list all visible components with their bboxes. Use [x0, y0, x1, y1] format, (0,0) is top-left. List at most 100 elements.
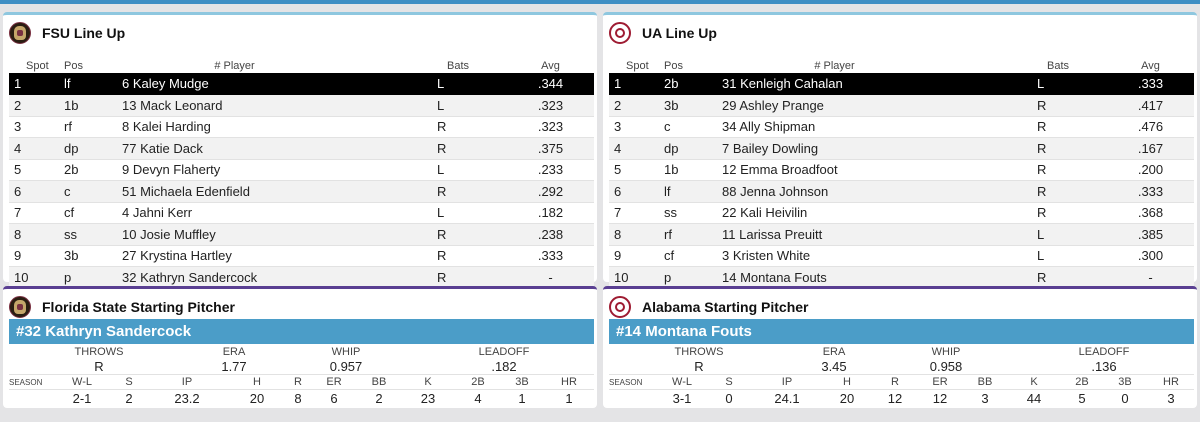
cell-bats: R — [437, 223, 507, 246]
table-row[interactable]: 2 3b 29 Ashley Prange R .417 — [609, 94, 1194, 117]
panel-title: Alabama Starting Pitcher — [642, 299, 809, 315]
value-ip: 23.2 — [174, 391, 200, 406]
cell-pos: ss — [64, 223, 122, 246]
cell-bats: L — [437, 202, 507, 224]
value-hr: 1 — [565, 391, 573, 406]
cell-spot: 7 — [609, 202, 664, 224]
cell-spot: 4 — [609, 137, 664, 160]
cell-player: 31 Kenleigh Cahalan — [722, 73, 1037, 95]
table-row[interactable]: 1 2b 31 Kenleigh Cahalan L .333 — [609, 73, 1194, 95]
table-row[interactable]: 7 cf 4 Jahni Kerr L .182 — [9, 202, 594, 224]
table-row[interactable]: 8 rf 11 Larissa Preuitt L .385 — [609, 223, 1194, 246]
cell-avg: .292 — [507, 180, 594, 203]
label-r: R — [294, 376, 302, 388]
label-whip: WHIP — [331, 346, 361, 358]
cell-spot: 8 — [609, 223, 664, 246]
label-2b: 2B — [1075, 376, 1089, 388]
cell-pos: cf — [664, 245, 722, 267]
label-er: ER — [932, 376, 948, 388]
cell-bats: L — [1037, 223, 1107, 246]
value-ip: 24.1 — [774, 391, 800, 406]
cell-avg: .344 — [507, 73, 594, 95]
table-row[interactable]: 6 lf 88 Jenna Johnson R .333 — [609, 180, 1194, 203]
cell-bats: R — [1037, 266, 1107, 289]
label-s: S — [125, 376, 133, 388]
cell-pos: ss — [664, 202, 722, 224]
table-row[interactable]: 9 cf 3 Kristen White L .300 — [609, 245, 1194, 267]
label-k: K — [1030, 376, 1038, 388]
value-bb: 2 — [375, 391, 383, 406]
table-row[interactable]: 1 lf 6 Kaley Mudge L .344 — [9, 73, 594, 95]
value-h: 20 — [249, 391, 265, 406]
value-k: 23 — [420, 391, 436, 406]
lineup-table: Spot Pos # Player Bats Avg 1 lf 6 Kaley Mu… — [9, 58, 594, 289]
cell-bats: R — [1037, 116, 1107, 138]
cell-pos: dp — [664, 137, 722, 160]
cell-player: 14 Montana Fouts — [722, 266, 1037, 289]
cell-pos: p — [664, 266, 722, 289]
cell-player: 29 Ashley Prange — [722, 94, 1037, 117]
cell-bats: L — [437, 94, 507, 117]
cell-spot: 10 — [9, 266, 64, 289]
table-row[interactable]: 10 p 32 Kathryn Sandercock R - — [9, 266, 594, 289]
cell-player: 13 Mack Leonard — [122, 94, 437, 117]
cell-avg: .233 — [507, 159, 594, 181]
value-r: 8 — [294, 391, 302, 406]
cell-player: 7 Bailey Dowling — [722, 137, 1037, 160]
cell-bats: R — [1037, 202, 1107, 224]
table-row[interactable]: 3 c 34 Ally Shipman R .476 — [609, 116, 1194, 138]
cell-bats: L — [437, 73, 507, 95]
cell-avg: .333 — [507, 245, 594, 267]
table-row[interactable]: 4 dp 7 Bailey Dowling R .167 — [609, 137, 1194, 160]
table-row[interactable]: 9 3b 27 Krystina Hartley R .333 — [9, 245, 594, 267]
cell-bats: L — [1037, 73, 1107, 95]
value-wl: 2-1 — [72, 391, 92, 406]
fsu-logo-icon — [9, 296, 31, 318]
header-pos: Pos — [64, 59, 83, 72]
cell-pos: 2b — [64, 159, 122, 181]
pitcher-name-banner: #14 Montana Fouts — [609, 319, 1194, 344]
value-whip: 0.958 — [929, 359, 963, 374]
cell-player: 9 Devyn Flaherty — [122, 159, 437, 181]
cell-player: 77 Katie Dack — [122, 137, 437, 160]
label-hr: HR — [1163, 376, 1179, 388]
table-row[interactable]: 10 p 14 Montana Fouts R - — [609, 266, 1194, 289]
header-avg: Avg — [541, 59, 560, 72]
ua-pitcher-panel: Alabama Starting Pitcher #14 Montana Fou… — [603, 286, 1197, 408]
cell-player: 27 Krystina Hartley — [122, 245, 437, 267]
value-3b: 0 — [1121, 391, 1129, 406]
cell-spot: 7 — [9, 202, 64, 224]
cell-pos: c — [64, 180, 122, 203]
table-row[interactable]: 7 ss 22 Kali Heivilin R .368 — [609, 202, 1194, 224]
label-era: ERA — [822, 346, 846, 358]
cell-player: 8 Kalei Harding — [122, 116, 437, 138]
cell-player: 34 Ally Shipman — [722, 116, 1037, 138]
cell-bats: L — [437, 159, 507, 181]
value-2b: 5 — [1078, 391, 1086, 406]
cell-player: 51 Michaela Edenfield — [122, 180, 437, 203]
label-leadoff: LEADOFF — [478, 346, 530, 358]
table-row[interactable]: 8 ss 10 Josie Muffley R .238 — [9, 223, 594, 246]
cell-pos: 1b — [64, 94, 122, 117]
cell-bats: R — [437, 116, 507, 138]
cell-player: 88 Jenna Johnson — [722, 180, 1037, 203]
table-row[interactable]: 2 1b 13 Mack Leonard L .323 — [9, 94, 594, 117]
value-whip: 0.957 — [329, 359, 363, 374]
cell-pos: p — [64, 266, 122, 289]
value-r: 12 — [887, 391, 903, 406]
label-leadoff: LEADOFF — [1078, 346, 1130, 358]
label-3b: 3B — [1118, 376, 1132, 388]
cell-avg: .385 — [1107, 223, 1194, 246]
table-row[interactable]: 5 1b 12 Emma Broadfoot R .200 — [609, 159, 1194, 181]
label-throws: THROWS — [674, 346, 724, 358]
table-row[interactable]: 3 rf 8 Kalei Harding R .323 — [9, 116, 594, 138]
table-header-row: Spot Pos # Player Bats Avg — [609, 58, 1194, 73]
label-h: H — [843, 376, 851, 388]
table-row[interactable]: 5 2b 9 Devyn Flaherty L .233 — [9, 159, 594, 181]
table-row[interactable]: 6 c 51 Michaela Edenfield R .292 — [9, 180, 594, 203]
cell-pos: 2b — [664, 73, 722, 95]
table-row[interactable]: 4 dp 77 Katie Dack R .375 — [9, 137, 594, 160]
header-spot: Spot — [626, 59, 649, 72]
cell-pos: rf — [664, 223, 722, 246]
label-wl: W-L — [72, 376, 92, 388]
